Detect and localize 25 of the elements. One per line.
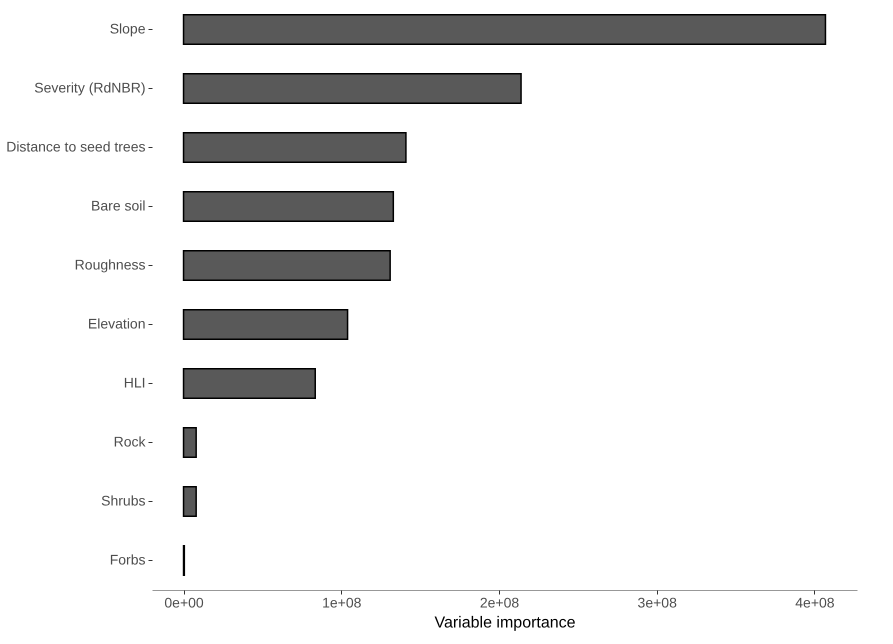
- y-tick-label: Roughness: [74, 256, 146, 272]
- x-axis-title: Variable importance: [434, 614, 576, 632]
- bar: [182, 191, 394, 222]
- y-tick-label: Severity (RdNBR): [34, 80, 146, 96]
- bar: [182, 132, 407, 163]
- bar: [182, 427, 197, 458]
- bar: [182, 250, 391, 281]
- y-tick-label: Shrubs: [101, 492, 146, 508]
- bar: [182, 309, 348, 340]
- x-tick-label: 2e+08: [480, 594, 520, 610]
- y-tick-label: Slope: [110, 20, 146, 36]
- y-tick-label: Bare soil: [91, 198, 146, 214]
- y-tick-label: Rock: [114, 434, 146, 450]
- x-tick-label: 0e+00: [164, 594, 204, 610]
- bar: [182, 368, 316, 399]
- x-tick-label: 4e+08: [795, 594, 835, 610]
- bar: [182, 14, 826, 45]
- x-tick-label: 1e+08: [322, 594, 362, 610]
- y-tick-label: HLI: [124, 374, 146, 390]
- bar: [182, 73, 522, 104]
- y-tick-label: Elevation: [88, 316, 146, 332]
- y-tick-label: Distance to seed trees: [6, 138, 146, 154]
- bar: [182, 486, 197, 517]
- x-tick-label: 3e+08: [638, 594, 678, 610]
- y-tick-label: Forbs: [110, 552, 146, 568]
